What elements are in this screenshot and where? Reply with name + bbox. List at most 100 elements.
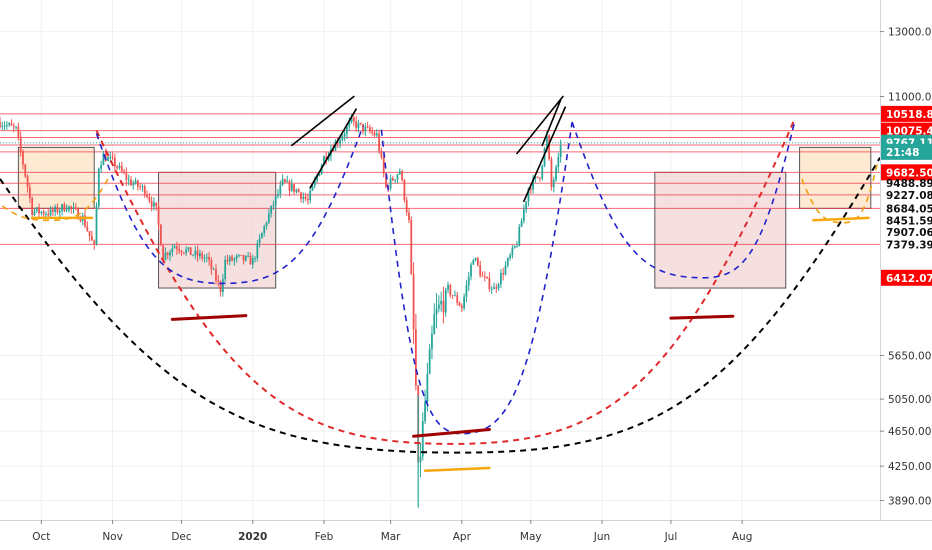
candle-body: [300, 192, 302, 199]
candle-body: [451, 295, 454, 296]
candle-body: [111, 156, 114, 158]
candle-body: [84, 215, 86, 227]
candle-body: [318, 173, 321, 176]
candle-body: [539, 177, 541, 179]
x-tick-label: May: [520, 531, 542, 543]
candle-body: [355, 121, 358, 128]
candle-body: [341, 136, 344, 140]
candle-body: [389, 178, 392, 189]
candle-body: [51, 209, 54, 212]
candle-body: [284, 179, 286, 183]
trendline-feb-lower: [309, 108, 357, 189]
candle-body: [244, 256, 247, 261]
candle-body: [286, 181, 289, 183]
candle-body: [490, 289, 493, 290]
x-tick-label: Oct: [32, 531, 50, 543]
candle-body: [506, 258, 509, 266]
orange-box-left: [17, 146, 95, 209]
candle-body: [380, 150, 383, 158]
y-tick-label: 3890.00: [888, 496, 931, 508]
candle-body: [208, 256, 210, 260]
candle-body: [215, 269, 217, 281]
candle-body: [233, 258, 236, 261]
candle-body: [219, 281, 222, 293]
candle-body: [164, 252, 167, 260]
candle-body: [401, 171, 403, 181]
candle-body: [100, 165, 102, 169]
candle-body: [323, 156, 325, 166]
candle-body: [440, 300, 443, 305]
candle-body: [235, 255, 238, 259]
candle-body: [486, 276, 489, 278]
candle-body: [28, 187, 31, 199]
darkred-flat-left: [170, 314, 248, 321]
candle-body: [481, 275, 484, 277]
candle-body: [45, 214, 47, 215]
candle-body: [256, 243, 259, 259]
candle-body: [541, 165, 544, 179]
candle-body: [263, 226, 266, 233]
price-tag-label: 9682.50: [886, 167, 932, 179]
candle-body: [398, 171, 401, 175]
candle-body: [408, 212, 410, 221]
candle-body: [1, 125, 4, 127]
y-tick-label: 11000.00: [888, 92, 932, 104]
candle-body: [26, 176, 29, 188]
orange-box-right: [799, 146, 872, 209]
candle-body: [120, 165, 123, 172]
price-tag-box: [881, 143, 932, 160]
candle-body: [182, 252, 185, 254]
candle-body: [447, 284, 449, 290]
price-tag-box: [881, 105, 932, 122]
candle-body: [113, 157, 116, 167]
candle-body: [141, 186, 144, 188]
candle-body: [153, 202, 155, 207]
candle-body: [272, 205, 275, 207]
price-label: 8684.05: [886, 203, 932, 215]
candle-body: [65, 210, 68, 212]
trendline-may-lower: [523, 106, 567, 203]
candle-body: [72, 207, 75, 209]
orange-mini-cup-right: [801, 161, 879, 224]
orange-mini-cup-left: [1, 178, 109, 222]
price-label: 8451.59: [886, 215, 932, 227]
candle-body: [212, 269, 215, 271]
candle-body: [19, 136, 22, 152]
candle-body: [550, 159, 553, 188]
price-tag-box: [881, 269, 932, 286]
candle-body: [488, 277, 491, 290]
candle-body: [42, 211, 45, 215]
candle-body: [47, 214, 50, 216]
candle-body: [251, 258, 254, 265]
candle-body: [97, 168, 100, 207]
candle-body: [410, 220, 413, 275]
candle-body: [150, 200, 153, 207]
candle-body: [143, 186, 146, 195]
candle-body: [22, 151, 24, 165]
candle-body: [277, 193, 279, 197]
candle-body: [449, 284, 452, 296]
candle-body: [522, 209, 525, 221]
black-cup-curve: [0, 157, 881, 454]
candle-body: [261, 232, 263, 239]
candle-body: [493, 287, 495, 290]
candle-body: [357, 122, 360, 128]
candle-body: [185, 249, 188, 254]
x-tick-label: Dec: [171, 531, 192, 543]
blue-v-cup-curve: [380, 121, 573, 435]
x-tick-label: 2020: [238, 531, 267, 543]
candle-body: [442, 300, 445, 313]
x-tick-label: Feb: [315, 531, 334, 543]
price-label: 9488.89: [886, 178, 932, 190]
candle-body: [281, 179, 284, 185]
candle-body: [559, 145, 562, 158]
candle-body: [316, 175, 318, 181]
candle-body: [391, 178, 394, 181]
candle-body: [148, 196, 151, 201]
candle-body: [194, 250, 197, 255]
x-tick-label: Aug: [732, 531, 753, 543]
candle-body: [548, 135, 551, 160]
candle-body: [520, 220, 523, 227]
